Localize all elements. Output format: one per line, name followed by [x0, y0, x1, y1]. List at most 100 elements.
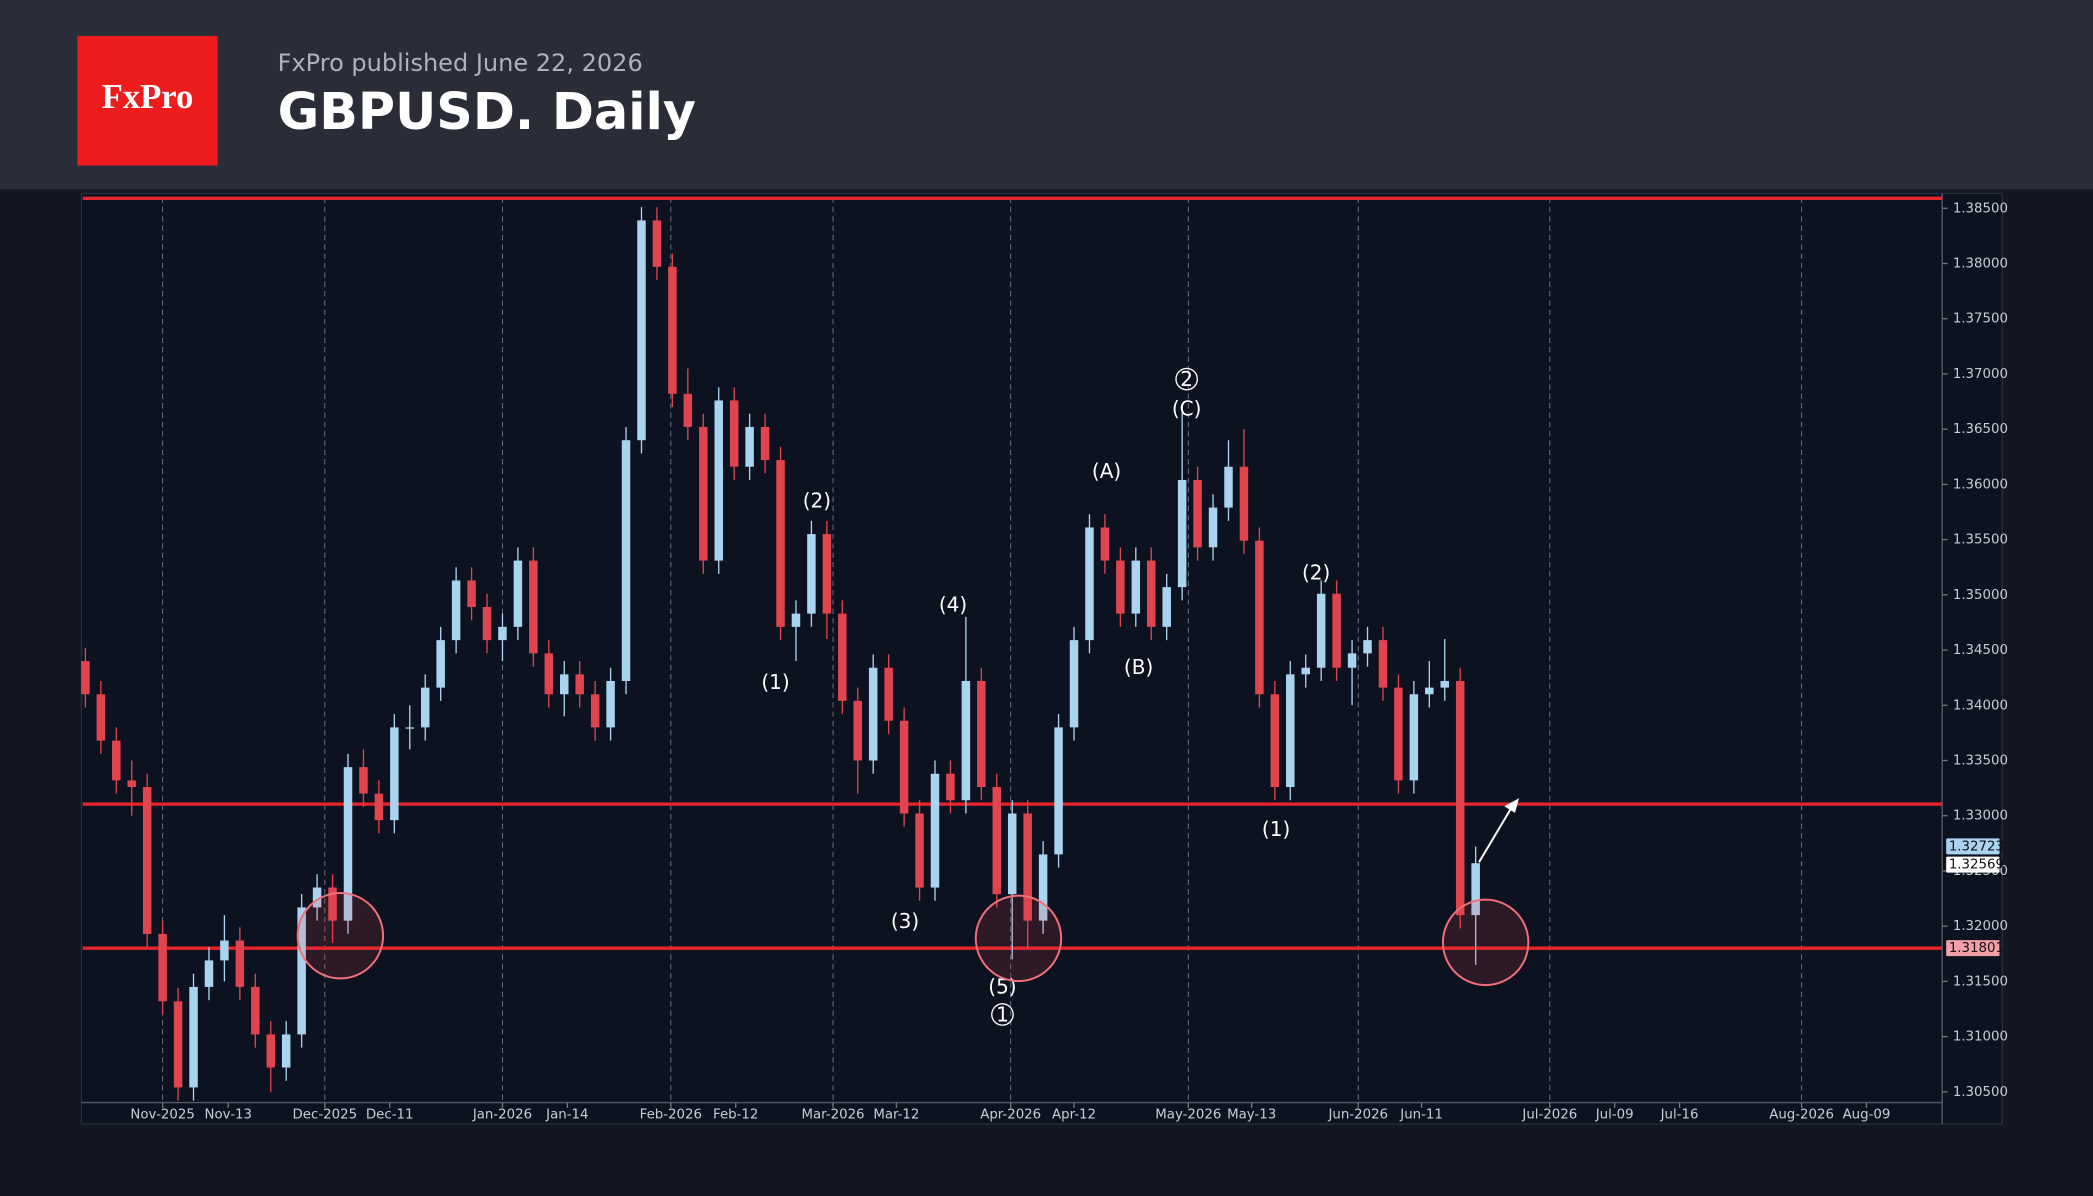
candle-body [405, 727, 415, 729]
candle-body [652, 220, 662, 267]
candle-body [1301, 667, 1310, 675]
candle-body [1177, 479, 1187, 588]
x-tick-label: Jun-11 [1399, 1108, 1443, 1123]
candle-body [312, 887, 322, 908]
candle-body [1332, 593, 1341, 668]
x-tick-label: Jun-2026 [1327, 1108, 1388, 1123]
y-tick-label: 1.31000 [1953, 1030, 2008, 1045]
candle-body [961, 680, 971, 801]
subtitle: FxPro published June 22, 2026 [278, 49, 643, 77]
candle-body [977, 680, 986, 788]
plot: 1.305001.310001.315001.320001.325001.330… [81, 196, 2008, 1123]
y-tick-label: 1.36000 [1953, 477, 2008, 492]
candle-body [281, 1034, 291, 1068]
candle-body [467, 580, 476, 607]
candle-body [838, 613, 847, 701]
candle-body [173, 1001, 183, 1088]
logo [77, 36, 218, 166]
wave-label: (A) [1092, 459, 1121, 483]
x-tick-label: Dec-2025 [293, 1108, 358, 1123]
candle-body [1425, 687, 1434, 695]
wave-circle [991, 1003, 1014, 1026]
candle-body [668, 266, 677, 394]
x-tick-label: Dec-11 [366, 1108, 414, 1123]
candle-body [127, 780, 136, 788]
x-tick-label: Aug-2026 [1769, 1108, 1834, 1123]
candle-body [1023, 813, 1032, 921]
x-tick-label: Jan-14 [545, 1108, 588, 1123]
candle-body [1440, 680, 1450, 688]
candle-body [1455, 680, 1465, 916]
candle-body [235, 940, 245, 987]
y-tick-label: 1.33000 [1953, 809, 2008, 824]
candle-body [992, 787, 1002, 895]
y-tick-label: 1.34500 [1953, 643, 2008, 658]
y-tick-label: 1.35000 [1953, 588, 2008, 603]
candle-body [1208, 507, 1218, 548]
candle-body [1193, 479, 1202, 548]
candle-body [683, 393, 693, 427]
wave-label: (3) [891, 909, 919, 933]
plot-area [80, 192, 2003, 1125]
candle-body [946, 773, 955, 801]
candle-body [1378, 640, 1388, 688]
y-tick-label: 1.37000 [1953, 367, 2008, 382]
candle-body [374, 793, 384, 821]
y-tick-label: 1.34000 [1953, 698, 2008, 713]
price-tag-label: 1.32569 [1949, 858, 2004, 873]
candle-body [482, 606, 492, 641]
candle-body [1224, 466, 1233, 508]
x-tick-label: Apr-2026 [980, 1108, 1041, 1123]
x-tick-label: Jul-2026 [1521, 1108, 1577, 1123]
candle-body [81, 661, 90, 695]
wave-label: (1) [761, 670, 789, 694]
candle-body [266, 1034, 276, 1068]
arrow-head [1504, 798, 1520, 813]
candle-body [142, 787, 152, 934]
x-tick-label: Aug-09 [1843, 1108, 1891, 1123]
wave-circle [1175, 367, 1199, 391]
candle-body [729, 400, 739, 467]
candle-body [112, 740, 121, 781]
candle-body [544, 653, 554, 695]
candle-body [760, 426, 770, 461]
y-tick-label: 1.38000 [1953, 256, 2008, 271]
candle-body [343, 767, 353, 921]
x-tick-label: Nov-13 [205, 1108, 252, 1123]
candle-body [1255, 540, 1264, 695]
candle-body [1116, 560, 1125, 614]
candle-body [328, 887, 337, 921]
candle-body [390, 727, 399, 821]
candle-body [204, 960, 214, 987]
wave-label: (2) [803, 488, 831, 512]
candle-body [853, 700, 863, 761]
y-tick-label: 1.35500 [1953, 533, 2008, 548]
candle-body [251, 986, 260, 1035]
candle-body [930, 773, 940, 888]
candle-body [158, 933, 167, 1002]
candle-body [1085, 527, 1094, 641]
price-tag [1946, 940, 2000, 957]
candle-body [915, 813, 924, 888]
candle-body [420, 687, 430, 728]
price-tag [1946, 838, 2000, 855]
highlight-circle [1441, 898, 1530, 987]
wave-label: (B) [1124, 655, 1153, 679]
candle-body [637, 220, 646, 441]
candle-body [1316, 593, 1326, 668]
price-tag-label: 1.31801 [1949, 941, 2004, 956]
candle-body [189, 986, 198, 1088]
candle-body [1100, 527, 1110, 561]
x-tick-label: Jan-2026 [472, 1108, 532, 1123]
price-tag-label: 1.32723 [1949, 839, 2004, 854]
candle-body [1239, 466, 1249, 541]
candle-body [1270, 694, 1280, 788]
y-tick-label: 1.30500 [1953, 1085, 2008, 1100]
candle-body [451, 580, 461, 641]
candle-body [1131, 560, 1141, 614]
wave-label: (1) [1262, 817, 1290, 841]
x-tick-label: Feb-2026 [640, 1108, 702, 1123]
highlight-circle [296, 891, 385, 980]
candle-body [745, 426, 754, 467]
